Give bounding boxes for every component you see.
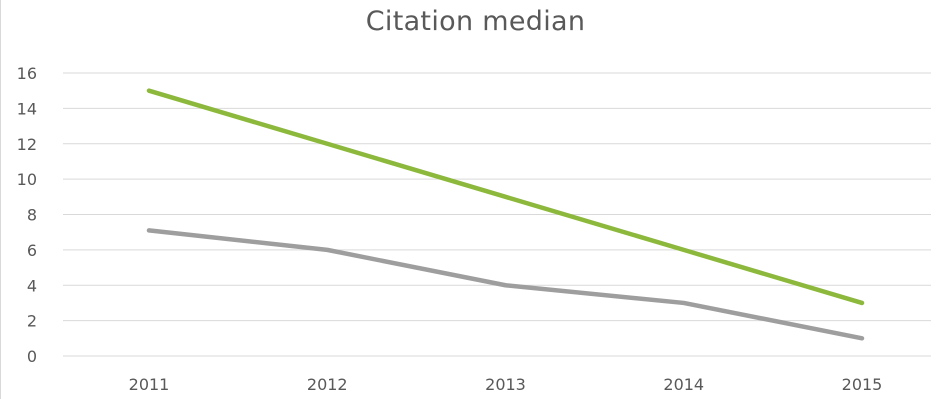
series-lines [146, 88, 865, 341]
y-tick-label: 4 [27, 276, 37, 295]
y-tick-label: 2 [27, 312, 37, 331]
y-tick-label: 10 [17, 170, 37, 189]
x-tick-label: 2015 [842, 375, 883, 394]
y-tick-label: 8 [27, 206, 37, 225]
y-tick-label: 0 [27, 347, 37, 366]
x-axis-ticks: 2011 2012 2013 2014 2015 [129, 375, 883, 394]
x-tick-label: 2011 [129, 375, 170, 394]
x-tick-label: 2012 [307, 375, 348, 394]
x-tick-label: 2014 [663, 375, 704, 394]
y-tick-label: 6 [27, 241, 37, 260]
y-tick-label: 12 [17, 135, 37, 154]
x-tick-label: 2013 [485, 375, 526, 394]
chart-title: Citation median [365, 6, 586, 37]
y-tick-label: 14 [17, 99, 37, 118]
series-line-2 [146, 228, 865, 341]
y-axis-ticks: 0 2 4 6 8 10 12 14 16 [17, 64, 37, 366]
gridlines [63, 72, 931, 357]
y-tick-label: 16 [17, 64, 37, 83]
series-line-1 [146, 88, 865, 306]
